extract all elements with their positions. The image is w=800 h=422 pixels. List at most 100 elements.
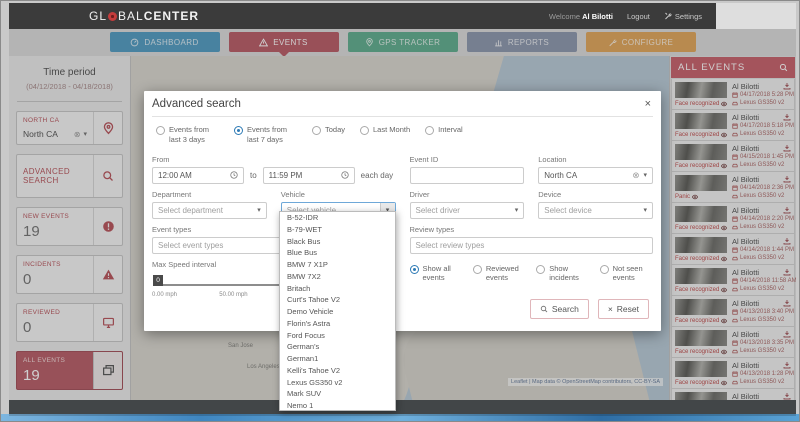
download-icon[interactable] <box>783 330 791 338</box>
download-icon[interactable] <box>783 299 791 307</box>
event-list-item[interactable]: Face recognized Al Bilotti 04/13/2018 1:… <box>671 358 795 389</box>
vehicle-dropdown-option[interactable]: B-79-WET <box>287 224 323 234</box>
show-filter-radio[interactable]: Reviewed events <box>472 264 526 298</box>
show-filter-radio[interactable]: Not seen events <box>599 264 653 298</box>
radio-icon[interactable] <box>360 126 370 135</box>
radio-icon[interactable] <box>536 264 546 274</box>
radio-icon[interactable] <box>312 126 321 135</box>
max-speed-slider[interactable]: 0 <box>152 274 396 289</box>
close-icon[interactable]: × <box>644 97 651 110</box>
download-icon[interactable] <box>783 82 791 90</box>
search-icon[interactable] <box>779 63 788 72</box>
event-list-item[interactable]: Face recognized Al Bilotti 04/13/2018 3:… <box>671 327 795 358</box>
vehicle-dropdown-option[interactable]: Demo Vehicle <box>287 307 334 316</box>
event-thumbnail[interactable] <box>675 361 727 377</box>
vehicle-dropdown-option[interactable]: Lexus GS350 v2 <box>287 377 343 387</box>
event-thumbnail[interactable] <box>675 237 727 253</box>
event-list-item[interactable]: Face recognized Al Bilotti 04/15/2018 1:… <box>671 141 795 172</box>
event-thumbnail[interactable] <box>675 392 727 400</box>
vehicle-dropdown-option[interactable]: German's <box>287 342 320 352</box>
download-icon[interactable] <box>783 206 791 214</box>
vehicle-dropdown-option[interactable]: Blue Bus <box>287 248 318 258</box>
chevron-down-icon[interactable]: ▾ <box>83 131 87 138</box>
event-thumbnail[interactable] <box>675 175 727 191</box>
event-list-item[interactable]: Face recognized Al Bilotti 04/17/2018 5:… <box>671 79 795 110</box>
vehicle-dropdown-option[interactable]: Mark SUV <box>287 389 322 399</box>
device-select[interactable]: Select device ▾ <box>538 201 653 219</box>
search-button[interactable]: Search <box>529 299 589 319</box>
vehicle-dropdown-option[interactable]: Florin's Astra <box>287 318 331 328</box>
download-icon[interactable] <box>783 113 791 121</box>
reviewed-card[interactable]: REVIEWED 0 <box>16 303 123 342</box>
date-range-radio[interactable]: Interval <box>425 125 463 145</box>
event-list-item[interactable]: Panic Al Bilotti 04/14/2018 2:36 PM Lexu… <box>671 172 795 203</box>
clear-icon[interactable]: ⊗ <box>73 129 81 139</box>
vehicle-dropdown-option[interactable]: Curt's Tahoe V2 <box>287 295 340 305</box>
vehicle-dropdown-option[interactable]: Kelli's Tahoe V2 <box>287 365 340 375</box>
vehicle-dropdown-option[interactable]: B-52-IDR <box>287 213 319 222</box>
logout-link[interactable]: Logout <box>627 12 650 21</box>
download-icon[interactable] <box>783 144 791 152</box>
clear-icon[interactable]: ⊗ <box>632 169 640 180</box>
clock-icon[interactable] <box>230 171 238 179</box>
event-thumbnail[interactable] <box>675 330 727 346</box>
settings-link[interactable]: Settings <box>664 12 702 21</box>
date-range-radio[interactable]: Today <box>312 125 345 145</box>
driver-select[interactable]: Select driver ▾ <box>409 201 525 219</box>
tab-configure[interactable]: CONFIGURE <box>585 32 696 52</box>
vehicle-dropdown-option[interactable]: Ford Focus <box>287 330 325 340</box>
tab-dashboard[interactable]: DASHBOARD <box>109 32 220 52</box>
event-list-item[interactable]: Face recognized Al Bilotti 04/14/2018 1:… <box>671 234 795 265</box>
tab-gps-tracker[interactable]: GPS TRACKER <box>347 32 458 52</box>
event-thumbnail[interactable] <box>675 299 727 315</box>
radio-icon[interactable] <box>425 126 435 135</box>
chevron-down-icon[interactable]: ▾ <box>514 207 519 214</box>
radio-icon[interactable] <box>472 264 482 274</box>
all-events-card[interactable]: ALL EVENTS 19 <box>16 351 123 390</box>
event-list-item[interactable]: Face recognized Al Bilotti 04/13/2018 3:… <box>671 296 795 327</box>
radio-icon[interactable] <box>156 126 165 135</box>
event-thumbnail[interactable] <box>675 206 727 222</box>
review-types-select[interactable]: Select review types <box>409 236 653 254</box>
event-list-item[interactable]: Al Bilotti <box>671 389 795 400</box>
date-range-radio[interactable]: Events from last 7 days <box>234 125 297 145</box>
event-thumbnail[interactable] <box>675 113 727 129</box>
vehicle-dropdown-option[interactable]: BMW 7 X1P <box>287 260 328 269</box>
chevron-down-icon[interactable]: ▾ <box>257 207 261 214</box>
tab-reports[interactable]: REPORTS <box>466 32 577 52</box>
date-range-radio[interactable]: Events from last 3 days <box>156 125 219 145</box>
event-thumbnail[interactable] <box>675 268 727 284</box>
time-from-input[interactable]: 12:00 AM <box>152 166 244 184</box>
download-icon[interactable] <box>783 175 791 183</box>
show-filter-radio[interactable]: Show incidents <box>536 264 589 298</box>
event-thumbnail[interactable] <box>675 144 727 160</box>
vehicle-dropdown-option[interactable]: Britach <box>287 283 311 293</box>
vehicle-dropdown-option[interactable]: Nemo 1 <box>287 401 314 410</box>
time-to-input[interactable]: 11:59 PM <box>262 166 355 184</box>
event-id-input[interactable] <box>409 166 525 184</box>
vehicle-dropdown-option[interactable]: BMW 7X2 <box>287 271 321 281</box>
advanced-search-card[interactable]: ADVANCED SEARCH <box>16 154 123 198</box>
event-list-item[interactable]: Face recognized Al Bilotti 04/17/2018 5:… <box>671 110 795 141</box>
slider-handle[interactable]: 0 <box>153 274 163 286</box>
tab-events[interactable]: EVENTS <box>228 32 339 57</box>
location-select[interactable]: North CA ⊗ ▾ <box>23 129 87 139</box>
chevron-down-icon[interactable]: ▾ <box>643 207 647 214</box>
event-thumbnail[interactable] <box>675 82 727 98</box>
event-list-item[interactable]: Face recognized Al Bilotti 04/14/2018 2:… <box>671 203 795 234</box>
show-filter-radio[interactable]: Show all events <box>409 264 463 298</box>
slider-track[interactable] <box>153 283 392 286</box>
event-list-item[interactable]: Face recognized Al Bilotti 04/14/2018 11… <box>671 265 796 296</box>
location-select[interactable]: North CA ⊗ ▾ <box>538 166 653 184</box>
new-events-card[interactable]: NEW EVENTS 19 <box>16 207 123 246</box>
date-range-radio[interactable]: Last Month <box>360 125 410 145</box>
download-icon[interactable] <box>783 361 791 369</box>
clock-icon[interactable] <box>341 171 349 179</box>
incidents-card[interactable]: INCIDENTS 0 <box>16 255 123 294</box>
radio-icon[interactable] <box>599 264 609 274</box>
vehicle-dropdown-option[interactable]: Black Bus <box>287 236 321 246</box>
vehicle-dropdown-option[interactable]: German1 <box>287 354 319 363</box>
radio-icon[interactable] <box>409 264 419 274</box>
chevron-down-icon[interactable]: ▾ <box>643 172 647 179</box>
download-icon[interactable] <box>783 237 791 245</box>
